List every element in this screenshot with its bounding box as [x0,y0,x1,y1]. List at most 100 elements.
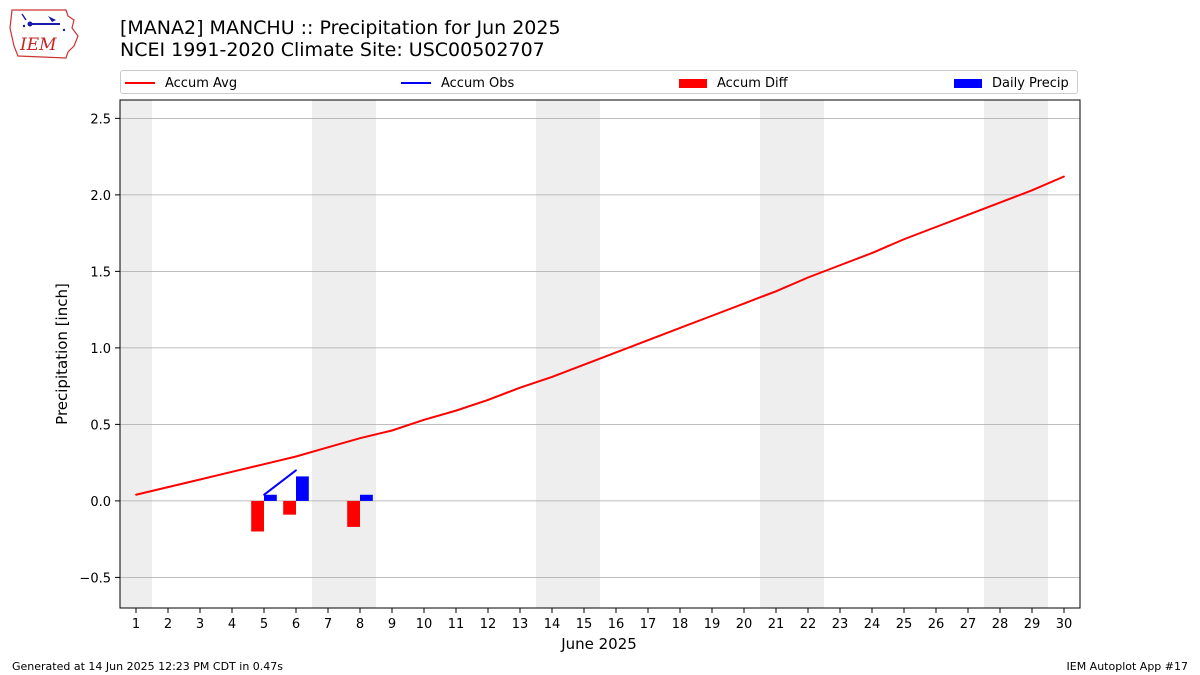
bar-daily-precip [360,494,373,501]
x-tick-label: 9 [388,617,396,632]
chart-title: [MANA2] MANCHU :: Precipitation for Jun … [120,17,561,39]
x-tick-label: 7 [324,617,332,632]
lines [135,175,1065,496]
point-accum-avg [871,252,873,254]
x-tick-label: 19 [704,617,721,632]
y-axis-ticks: −0.5 0.0 0.5 1.0 1.5 2.0 2.5 [79,112,120,586]
point-accum-avg [903,238,905,241]
legend-item-accum-avg: Accum Avg [125,74,237,92]
x-axis-ticks: 1 2 3 4 5 6 7 8 9 10 11 12 13 14 15 16 17 18 19 20 21 22 23 24 2… [132,608,1072,632]
point-accum-avg [551,376,553,378]
point-accum-avg [391,429,393,432]
x-tick-label: 30 [1056,617,1073,632]
x-tick-label: 28 [992,617,1009,632]
point-accum-avg [807,276,809,279]
x-tick-label: 10 [416,617,433,632]
y-tick-label: 1.5 [90,265,111,280]
weekend-shading [120,100,1048,608]
legend-label-accum-diff: Accum Diff [717,75,788,91]
legend-swatch-accum-diff [679,78,707,88]
x-tick-label: 17 [640,617,657,632]
x-tick-label: 13 [512,617,529,632]
footer-generated: Generated at 14 Jun 2025 12:23 PM CDT in… [12,660,284,673]
point-accum-avg [135,493,137,496]
iem-logo: IEM [9,9,79,59]
point-accum-obs [295,469,297,472]
legend-swatch-daily-precip [954,78,982,88]
x-tick-label: 18 [672,617,689,632]
line-accum-avg [135,175,1065,496]
y-tick-label: 2.5 [90,112,111,127]
y-axis-label: Precipitation [inch] [53,283,71,425]
legend-label-accum-obs: Accum Obs [441,75,515,91]
x-tick-label: 24 [864,617,881,632]
y-tick-label: 1.0 [90,342,111,357]
weekend-band-3 [760,100,824,608]
point-accum-avg [231,470,233,473]
point-accum-avg [615,351,617,354]
weekend-band-0 [120,100,152,608]
point-accum-avg [679,327,681,329]
point-accum-avg [967,213,969,216]
x-tick-label: 2 [164,617,172,632]
point-accum-avg [999,201,1001,204]
point-accum-avg [487,399,489,401]
legend-label-daily-precip: Daily Precip [992,75,1069,91]
x-tick-label: 16 [608,617,625,632]
x-tick-label: 29 [1024,617,1041,632]
point-accum-avg [359,437,361,440]
point-accum-avg [519,386,521,389]
grid-lines [120,117,1080,578]
x-tick-label: 20 [736,617,753,632]
point-accum-avg [263,463,265,466]
legend-swatch-accum-avg [125,82,155,84]
bar-accum-diff [347,500,360,527]
x-tick-label: 23 [832,617,849,632]
footer-app: IEM Autoplot App #17 [1066,660,1189,673]
line-accum-obs [263,469,297,496]
x-tick-label: 15 [576,617,593,632]
bar-daily-precip [296,476,309,501]
point-accum-avg [167,486,169,489]
x-axis-label: June 2025 [560,635,637,653]
point-accum-obs [263,493,265,496]
point-accum-avg [839,264,841,267]
point-accum-avg [295,455,297,458]
x-tick-label: 3 [196,617,204,632]
x-tick-label: 8 [356,617,364,632]
y-tick-label: 0.5 [90,418,111,433]
x-tick-label: 22 [800,617,817,632]
legend-label-accum-avg: Accum Avg [165,75,238,91]
legend: Accum Avg Accum Obs Accum Diff Daily Pre… [120,70,1078,94]
bars [251,476,373,532]
x-tick-label: 12 [480,617,497,632]
point-accum-avg [775,290,777,293]
weekend-band-2 [536,100,600,608]
point-accum-avg [423,418,425,421]
point-accum-avg [935,226,937,228]
logo-text: IEM [19,35,57,55]
y-tick-label: 2.0 [90,189,111,204]
x-tick-label: 14 [544,617,561,632]
plot-frame [119,99,1081,609]
point-accum-avg [327,446,329,449]
chart-subtitle: NCEI 1991-2020 Climate Site: USC00502707 [120,39,545,61]
point-accum-avg [1063,175,1065,178]
x-tick-label: 6 [292,617,300,632]
legend-swatch-accum-obs [401,82,431,84]
weekend-band-1 [312,100,376,608]
precipitation-chart: 1 2 3 4 5 6 7 8 9 10 11 12 13 14 15 16 17 18 19 20 21 22 23 24 2… [53,99,1081,653]
legend-item-accum-obs: Accum Obs [401,74,514,92]
point-accum-avg [647,339,649,342]
bar-accum-diff [251,500,264,532]
point-accum-avg [743,302,745,305]
bar-daily-precip [264,494,277,501]
y-tick-label: −0.5 [79,571,111,586]
x-tick-label: 27 [960,617,977,632]
x-tick-label: 25 [896,617,913,632]
point-accum-avg [583,363,585,366]
point-accum-avg [1031,189,1033,192]
x-tick-label: 11 [448,617,465,632]
point-accum-avg [199,478,201,481]
x-tick-label: 4 [228,617,236,632]
